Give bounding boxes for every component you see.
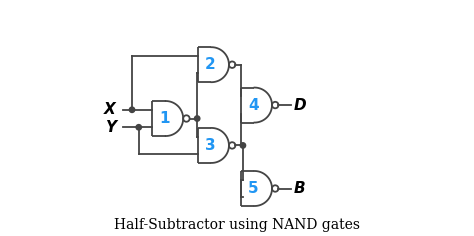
Circle shape	[194, 116, 200, 121]
Text: Half-Subtractor using NAND gates: Half-Subtractor using NAND gates	[114, 218, 360, 232]
Text: 2: 2	[205, 57, 216, 72]
Circle shape	[136, 125, 141, 130]
Circle shape	[240, 143, 246, 148]
Text: B: B	[293, 181, 305, 196]
Text: X: X	[104, 102, 116, 117]
Text: Y: Y	[105, 120, 116, 135]
Text: 3: 3	[205, 138, 215, 153]
Text: 5: 5	[248, 181, 258, 196]
Circle shape	[129, 107, 135, 113]
Text: 4: 4	[248, 97, 258, 113]
Text: 1: 1	[159, 111, 170, 126]
Text: D: D	[293, 97, 306, 113]
